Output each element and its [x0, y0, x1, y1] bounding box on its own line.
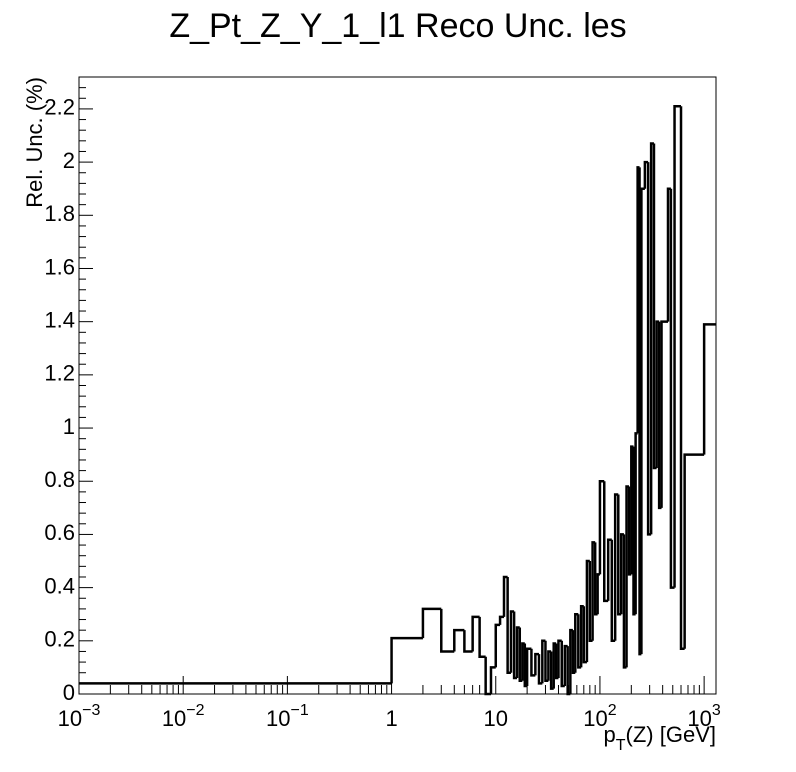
histogram-bin	[541, 639, 546, 684]
histogram-bin	[557, 639, 562, 679]
y-tick-label: 1	[63, 414, 75, 439]
x-tick-exp: 3	[712, 702, 721, 719]
histogram-bin	[683, 453, 705, 649]
histogram-bin	[484, 656, 491, 696]
y-tick-label: 1.2	[44, 361, 75, 386]
histogram-bin	[632, 446, 636, 616]
histogram-bin	[593, 542, 598, 616]
x-label-main: p	[604, 722, 616, 747]
histogram-bin	[660, 320, 668, 508]
y-tick-label: 0.8	[44, 467, 75, 492]
y-tick-label: 2.2	[44, 95, 75, 120]
histogram-bin	[630, 445, 634, 575]
histogram-bin	[591, 541, 596, 641]
x-tick-label: 10−1	[266, 702, 309, 731]
histogram-bin	[643, 160, 649, 189]
x-axis-label: pT(Z) [GeV]	[604, 722, 716, 754]
y-tick-label: 0.4	[44, 573, 75, 598]
x-tick-label: 10	[484, 706, 508, 731]
histogram-bin	[560, 640, 565, 688]
histogram-bin	[525, 647, 532, 687]
histogram-bin	[673, 105, 682, 588]
chart-title: Z_Pt_Z_Y_1_l1 Reco Unc. les	[169, 7, 626, 45]
y-tick-label: 2	[63, 148, 75, 173]
x-tick-base: 10	[583, 706, 607, 731]
y-tick-label: 1.6	[44, 254, 75, 279]
histogram-bin	[498, 615, 505, 625]
x-tick-base: 10	[687, 706, 711, 731]
histogram-bin	[598, 479, 605, 575]
histogram-bin	[702, 323, 716, 455]
x-tick-exp: −2	[186, 702, 204, 719]
histogram-bin	[638, 167, 642, 656]
histogram-bin	[518, 627, 523, 682]
histogram-bin	[463, 630, 473, 653]
histogram-bin	[489, 666, 496, 694]
histogram-bin	[579, 604, 584, 668]
x-tick-label: 10−3	[58, 702, 101, 731]
histogram-bin	[471, 615, 480, 652]
histogram-bin	[523, 643, 528, 688]
histogram-bin	[453, 628, 465, 652]
y-tick-label: 0.2	[44, 627, 75, 652]
y-axis-label: Rel. Unc. (%)	[22, 77, 47, 208]
x-tick-base: 10	[58, 706, 82, 731]
histogram-bin	[547, 650, 552, 681]
x-tick-exp: −3	[82, 702, 100, 719]
y-tick-label: 0.6	[44, 520, 75, 545]
y-tick-label: 1.8	[44, 201, 75, 226]
histogram-bin	[636, 166, 640, 434]
histogram-bin	[669, 188, 675, 589]
histogram-bin	[666, 187, 671, 322]
histogram-bin	[544, 640, 549, 682]
histogram-bin	[679, 106, 685, 651]
histogram-bin	[390, 636, 423, 684]
x-tick-label: 102	[583, 702, 616, 731]
histogram-bin	[569, 628, 573, 694]
y-tick-label: 0	[63, 680, 75, 705]
y-tick-label: 1.4	[44, 307, 75, 332]
x-tick-label: 10−2	[162, 702, 205, 731]
histogram-bin	[652, 143, 657, 470]
x-tick-label: 103	[687, 702, 720, 731]
histogram-bin	[440, 608, 455, 653]
histogram-bin	[634, 432, 638, 615]
histogram-bin	[617, 494, 622, 616]
x-label-sub: T	[616, 737, 626, 754]
histogram-bin	[421, 607, 442, 639]
x-tick-base: 10	[162, 706, 186, 731]
x-tick-label: 1	[385, 706, 397, 731]
histogram-bin	[478, 616, 486, 659]
histogram-bin	[603, 481, 609, 603]
histogram-bin	[625, 485, 629, 668]
histogram-bin	[530, 648, 536, 677]
histogram-bin	[563, 644, 568, 687]
x-label-rest: (Z) [GeV]	[626, 722, 716, 747]
x-tick-exp: 2	[608, 702, 617, 719]
x-tick-exp: −1	[290, 702, 308, 719]
x-tick-base: 10	[266, 706, 290, 731]
histogram-bin	[655, 320, 660, 468]
histogram-bin	[649, 142, 654, 535]
histogram-bin	[494, 623, 501, 668]
